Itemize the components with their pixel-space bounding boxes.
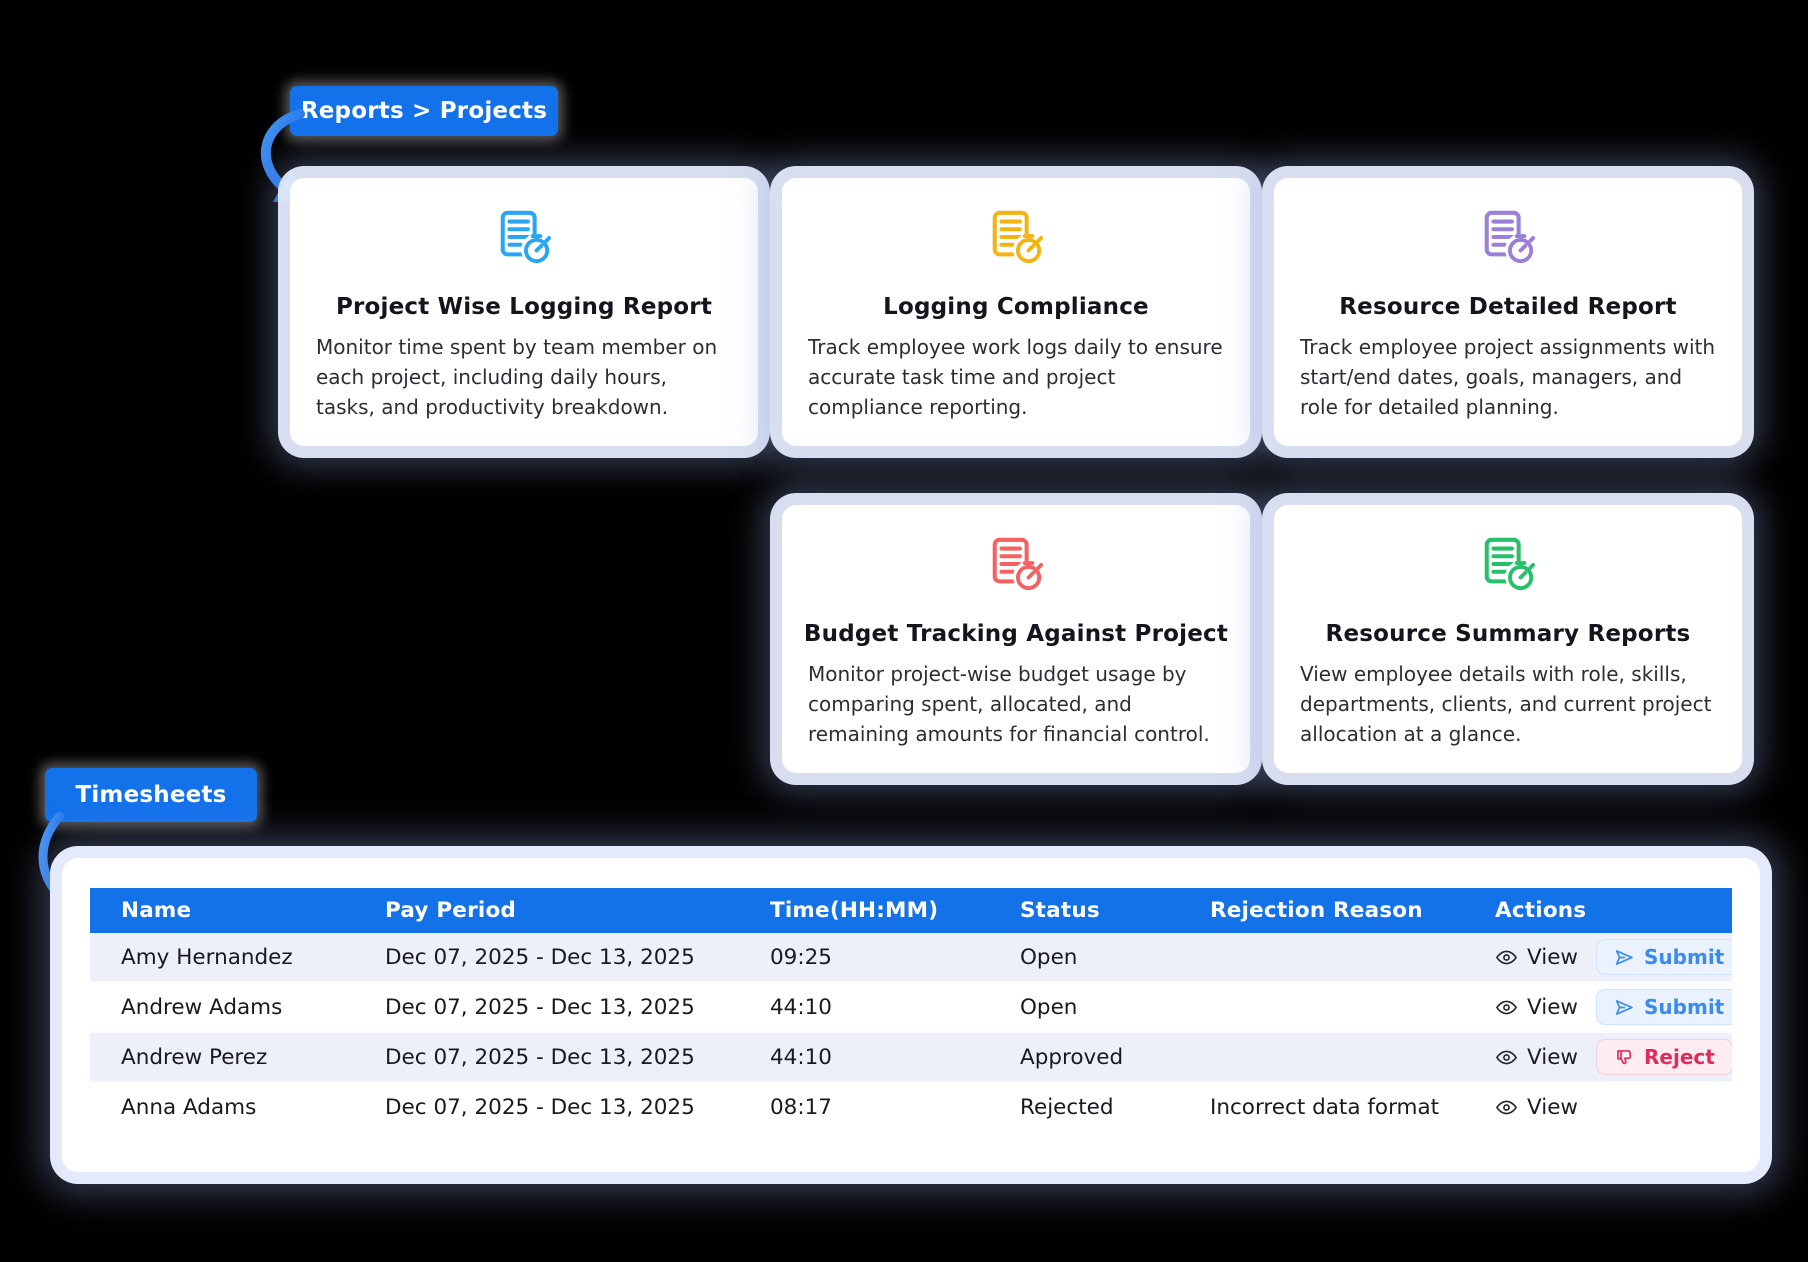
cell-rejection-reason [1185, 1032, 1470, 1083]
report-card[interactable]: Resource Detailed Report Track employee … [1274, 178, 1742, 446]
view-button[interactable]: View [1495, 1045, 1578, 1070]
report-card-title: Budget Tracking Against Project [803, 621, 1229, 647]
cell-actions: View Reject [1470, 1032, 1732, 1083]
cell-time: 44:10 [745, 982, 995, 1033]
cell-rejection-reason: Incorrect data format [1210, 1094, 1440, 1120]
reject-button[interactable]: Reject [1596, 1039, 1732, 1075]
submit-button[interactable]: Submit [1596, 989, 1732, 1025]
cell-name: Andrew Adams [90, 982, 360, 1033]
cell-name: Andrew Perez [90, 1032, 360, 1083]
table-row: Amy Hernandez Dec 07, 2025 - Dec 13, 2025… [90, 933, 1732, 983]
cell-time: 08:17 [770, 1094, 832, 1120]
document-timer-icon [1484, 537, 1537, 593]
cell-time: 44:10 [745, 1032, 995, 1083]
cell-name: Anna Adams [121, 1094, 257, 1120]
report-card-title: Project Wise Logging Report [335, 294, 713, 320]
view-button[interactable]: View [1495, 945, 1578, 970]
cell-actions: View Submit [1470, 982, 1732, 1033]
report-card-icon [1274, 206, 1742, 268]
table-row: Andrew Adams Dec 07, 2025 - Dec 13, 2025 4… [90, 982, 1732, 1033]
view-button[interactable]: View [1495, 995, 1578, 1020]
cell-actions: View Submit [1470, 933, 1732, 983]
cell-pay-period: Dec 07, 2025 - Dec 13, 2025 [385, 1094, 695, 1120]
cell-name: Amy Hernandez [90, 933, 360, 983]
column-header-status: Status [995, 888, 1185, 933]
reports-breadcrumb-badge[interactable]: Reports > Projects [290, 86, 558, 136]
report-card-title: Resource Detailed Report [1339, 294, 1677, 320]
submit-label: Submit [1644, 995, 1725, 1019]
cell-status: Rejected [1020, 1094, 1114, 1120]
timesheet-table-panel: Name Pay Period Time(HH:MM) Status Rejec… [62, 858, 1760, 1172]
report-card[interactable]: Project Wise Logging Report Monitor time… [290, 178, 758, 446]
eye-icon [1495, 950, 1518, 964]
report-card-description: Monitor project-wise budget usage by com… [808, 662, 1210, 746]
cell-actions: View [1470, 1082, 1732, 1131]
column-header-pay-period: Pay Period [360, 888, 745, 933]
report-card[interactable]: Budget Tracking Against Project Monitor … [782, 505, 1250, 773]
cell-rejection-reason [1185, 982, 1470, 1033]
view-label: View [1527, 994, 1579, 1020]
report-card-description: View employee details with role, skills,… [1300, 662, 1712, 746]
cell-status: Open [995, 982, 1185, 1033]
reject-label: Reject [1644, 1045, 1715, 1069]
report-card-description: Track employee work logs daily to ensure… [808, 335, 1223, 419]
cell-rejection-reason [1185, 933, 1470, 983]
cell-pay-period: Dec 07, 2025 - Dec 13, 2025 [360, 982, 745, 1033]
column-header-actions: Actions [1470, 888, 1732, 933]
column-header-name: Name [90, 888, 360, 933]
report-card-title: Logging Compliance [883, 294, 1149, 320]
cell-time: 09:25 [745, 933, 995, 983]
document-timer-icon [1484, 210, 1537, 266]
view-button[interactable]: View [1495, 1095, 1578, 1120]
document-timer-icon [500, 210, 553, 266]
report-card-icon [782, 533, 1250, 595]
cell-pay-period: Dec 07, 2025 - Dec 13, 2025 [360, 933, 745, 983]
report-card-icon [782, 206, 1250, 268]
document-timer-icon [992, 210, 1045, 266]
document-timer-icon [992, 537, 1045, 593]
column-header-time: Time(HH:MM) [745, 888, 995, 933]
cell-status: Open [995, 933, 1185, 983]
send-icon [1615, 999, 1633, 1015]
eye-icon [1495, 1100, 1518, 1114]
cell-status: Approved [995, 1032, 1185, 1083]
eye-icon [1495, 1000, 1518, 1014]
table-header-row: Name Pay Period Time(HH:MM) Status Rejec… [90, 888, 1732, 933]
column-header-rejection-reason: Rejection Reason [1185, 888, 1470, 933]
view-label: View [1527, 1044, 1579, 1070]
timesheets-badge[interactable]: Timesheets [45, 768, 257, 822]
report-card-description: Track employee project assignments with … [1300, 335, 1716, 419]
thumbs-down-icon [1617, 1049, 1632, 1064]
report-card[interactable]: Resource Summary Reports View employee d… [1274, 505, 1742, 773]
eye-icon [1495, 1050, 1518, 1064]
submit-label: Submit [1644, 945, 1725, 969]
view-label: View [1527, 944, 1579, 970]
send-icon [1615, 949, 1633, 965]
cell-pay-period: Dec 07, 2025 - Dec 13, 2025 [360, 1032, 745, 1083]
view-label: View [1527, 1094, 1579, 1120]
report-card-title: Resource Summary Reports [1325, 621, 1691, 647]
submit-button[interactable]: Submit [1596, 939, 1732, 975]
timesheet-table: Name Pay Period Time(HH:MM) Status Rejec… [90, 888, 1732, 1131]
report-card-icon [290, 206, 758, 268]
table-row: Andrew Perez Dec 07, 2025 - Dec 13, 2025 4… [90, 1032, 1732, 1083]
report-card[interactable]: Logging Compliance Track employee work l… [782, 178, 1250, 446]
report-card-icon [1274, 533, 1742, 595]
report-card-description: Monitor time spent by team member on eac… [316, 335, 718, 419]
table-row: Anna Adams Dec 07, 2025 - Dec 13, 2025 08:… [90, 1082, 1732, 1131]
